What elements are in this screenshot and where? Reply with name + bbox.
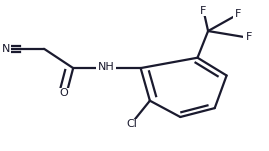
Bar (123, 119, 139, 129)
Text: N: N (2, 44, 10, 54)
Bar (58, 88, 70, 98)
Bar (243, 32, 254, 42)
Text: F: F (235, 9, 242, 19)
Text: NH: NH (98, 62, 115, 72)
Bar (96, 63, 116, 72)
Text: F: F (245, 32, 252, 42)
Text: Cl: Cl (126, 119, 137, 129)
Bar (197, 6, 209, 16)
Text: O: O (59, 88, 68, 98)
Text: F: F (200, 6, 206, 16)
Bar (1, 44, 11, 54)
Bar (233, 9, 245, 19)
